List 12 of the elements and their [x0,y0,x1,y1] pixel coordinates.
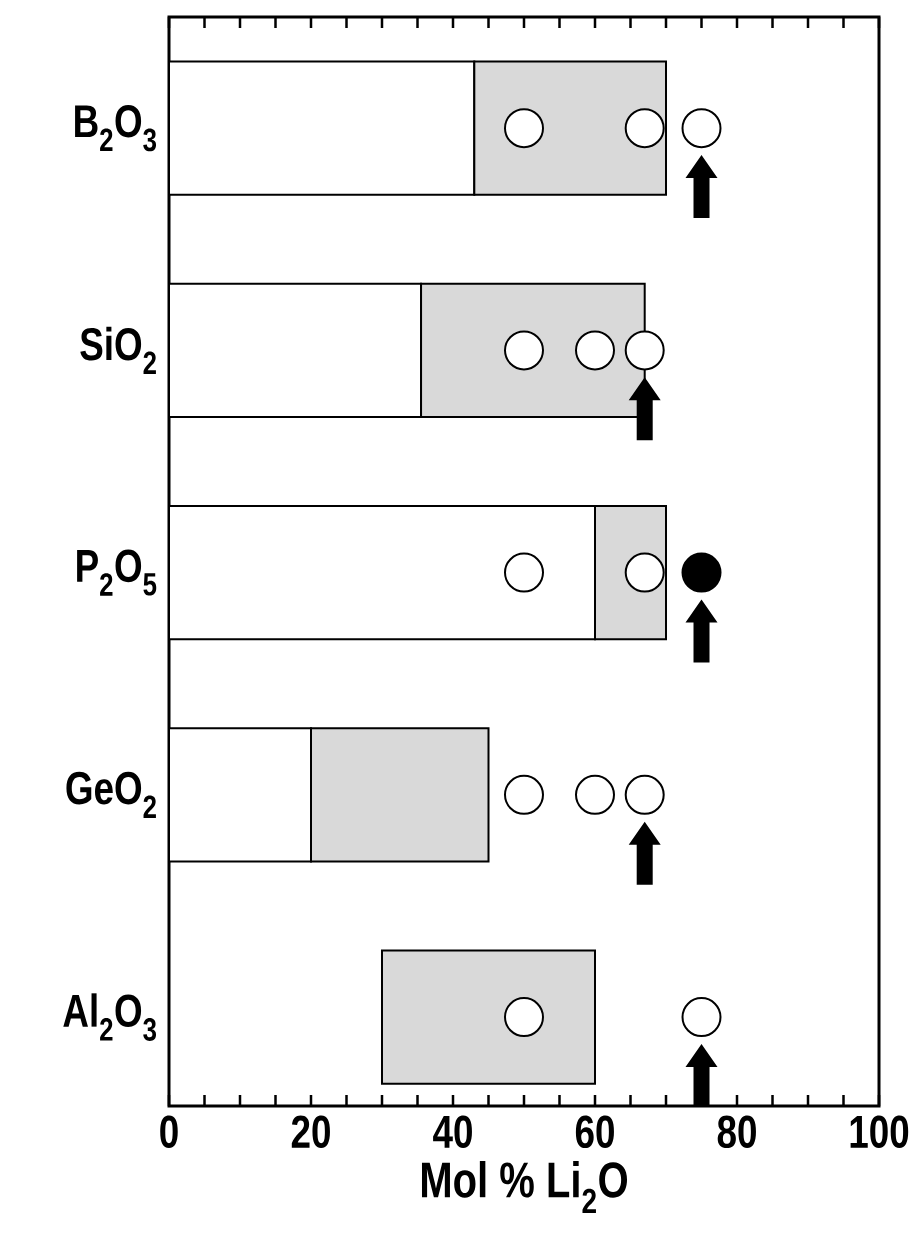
x-tick-label: 0 [160,1115,178,1149]
x-tick-label: 60 [575,1115,614,1149]
x-tick-label: 80 [717,1115,756,1149]
x-axis-title: Mol % Li$_{2}$O [421,1160,627,1214]
y-tick-label: Al$_{2}$O$_{3}$ [63,993,157,1041]
x-tick-label: 20 [291,1115,330,1149]
y-tick-label: P$_{2}$O$_{5}$ [77,549,157,596]
y-tick-label: SiO$_{2}$ [80,326,156,374]
x-tick-label: 100 [850,1115,909,1149]
y-tick-label: B$_{2}$O$_{3}$ [75,104,157,152]
x-tick-label: 40 [433,1115,472,1149]
y-tick-label: GeO$_{2}$ [66,771,156,818]
